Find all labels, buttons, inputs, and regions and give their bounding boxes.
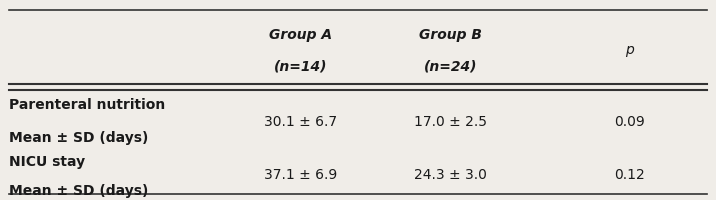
- Text: Mean ± SD (days): Mean ± SD (days): [9, 183, 148, 197]
- Text: (n=14): (n=14): [274, 59, 328, 73]
- Text: Group A: Group A: [269, 28, 332, 41]
- Text: (n=24): (n=24): [424, 59, 478, 73]
- Text: 37.1 ± 6.9: 37.1 ± 6.9: [264, 167, 337, 181]
- Text: Mean ± SD (days): Mean ± SD (days): [9, 131, 148, 145]
- Text: p: p: [624, 43, 634, 57]
- Text: NICU stay: NICU stay: [9, 154, 84, 168]
- Text: 0.09: 0.09: [614, 114, 644, 128]
- Text: 0.12: 0.12: [614, 167, 644, 181]
- Text: Group B: Group B: [420, 28, 482, 41]
- Text: Parenteral nutrition: Parenteral nutrition: [9, 98, 165, 112]
- Text: 30.1 ± 6.7: 30.1 ± 6.7: [264, 114, 337, 128]
- Text: 17.0 ± 2.5: 17.0 ± 2.5: [415, 114, 487, 128]
- Text: 24.3 ± 3.0: 24.3 ± 3.0: [415, 167, 487, 181]
